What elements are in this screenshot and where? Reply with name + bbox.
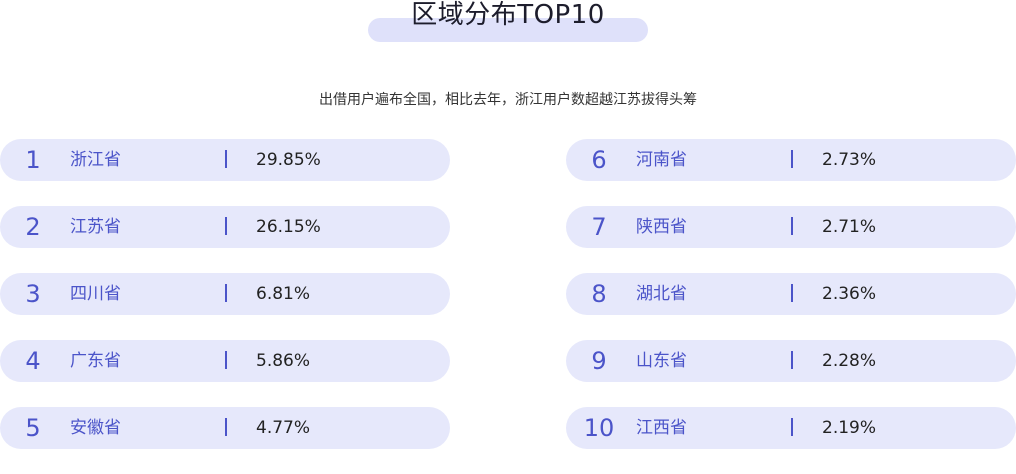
title-highlight-bar (368, 18, 648, 42)
page-subtitle: 出借用户遍布全国，相比去年，浙江用户数超越江苏拔得头筹 (319, 92, 697, 108)
province-name: 江苏省 (70, 217, 121, 237)
ranking-row: 10 江西省 2.19% (566, 407, 1016, 449)
province-name: 浙江省 (70, 150, 121, 170)
ranking-row: 3 四川省 6.81% (0, 273, 450, 315)
percent-value: 29.85% (256, 150, 321, 170)
rank-number: 5 (25, 414, 41, 442)
percent-value: 2.28% (822, 351, 877, 371)
ranking-row: 4 广东省 5.86% (0, 340, 450, 382)
province-name: 湖北省 (636, 284, 687, 304)
ranking-row: 9 山东省 2.28% (566, 340, 1016, 382)
province-name: 四川省 (70, 284, 121, 304)
row-divider (791, 284, 793, 302)
province-name: 安徽省 (70, 418, 121, 438)
row-divider (225, 351, 227, 369)
percent-value: 2.19% (822, 418, 877, 438)
rank-number: 3 (25, 280, 41, 308)
percent-value: 5.86% (256, 351, 311, 371)
province-name: 广东省 (70, 351, 121, 371)
rank-number: 7 (591, 213, 607, 241)
percent-value: 26.15% (256, 217, 321, 237)
ranking-row: 5 安徽省 4.77% (0, 407, 450, 449)
ranking-row: 7 陕西省 2.71% (566, 206, 1016, 248)
ranking-row: 1 浙江省 29.85% (0, 139, 450, 181)
rank-number: 6 (591, 146, 607, 174)
ranking-column-right: 6 河南省 2.73% 7 陕西省 2.71% 8 湖北省 2.36% 9 山东… (566, 139, 1016, 474)
province-name: 陕西省 (636, 217, 687, 237)
percent-value: 2.73% (822, 150, 877, 170)
rank-number: 2 (25, 213, 41, 241)
row-divider (225, 150, 227, 168)
rank-number: 9 (591, 347, 607, 375)
percent-value: 4.77% (256, 418, 311, 438)
province-name: 江西省 (636, 418, 687, 438)
province-name: 河南省 (636, 150, 687, 170)
page-title: 区域分布TOP10 (411, 0, 605, 30)
row-divider (225, 217, 227, 235)
rank-number: 4 (25, 347, 41, 375)
rank-number: 1 (25, 146, 41, 174)
rank-number: 10 (583, 414, 615, 442)
row-divider (791, 217, 793, 235)
row-divider (225, 418, 227, 436)
row-divider (791, 418, 793, 436)
title-block: 区域分布TOP10 (368, 0, 648, 44)
row-divider (225, 284, 227, 302)
percent-value: 2.36% (822, 284, 877, 304)
rank-number: 8 (591, 280, 607, 308)
percent-value: 2.71% (822, 217, 877, 237)
province-name: 山东省 (636, 351, 687, 371)
ranking-row: 2 江苏省 26.15% (0, 206, 450, 248)
row-divider (791, 351, 793, 369)
percent-value: 6.81% (256, 284, 311, 304)
ranking-row: 6 河南省 2.73% (566, 139, 1016, 181)
row-divider (791, 150, 793, 168)
ranking-column-left: 1 浙江省 29.85% 2 江苏省 26.15% 3 四川省 6.81% 4 … (0, 139, 450, 474)
ranking-row: 8 湖北省 2.36% (566, 273, 1016, 315)
